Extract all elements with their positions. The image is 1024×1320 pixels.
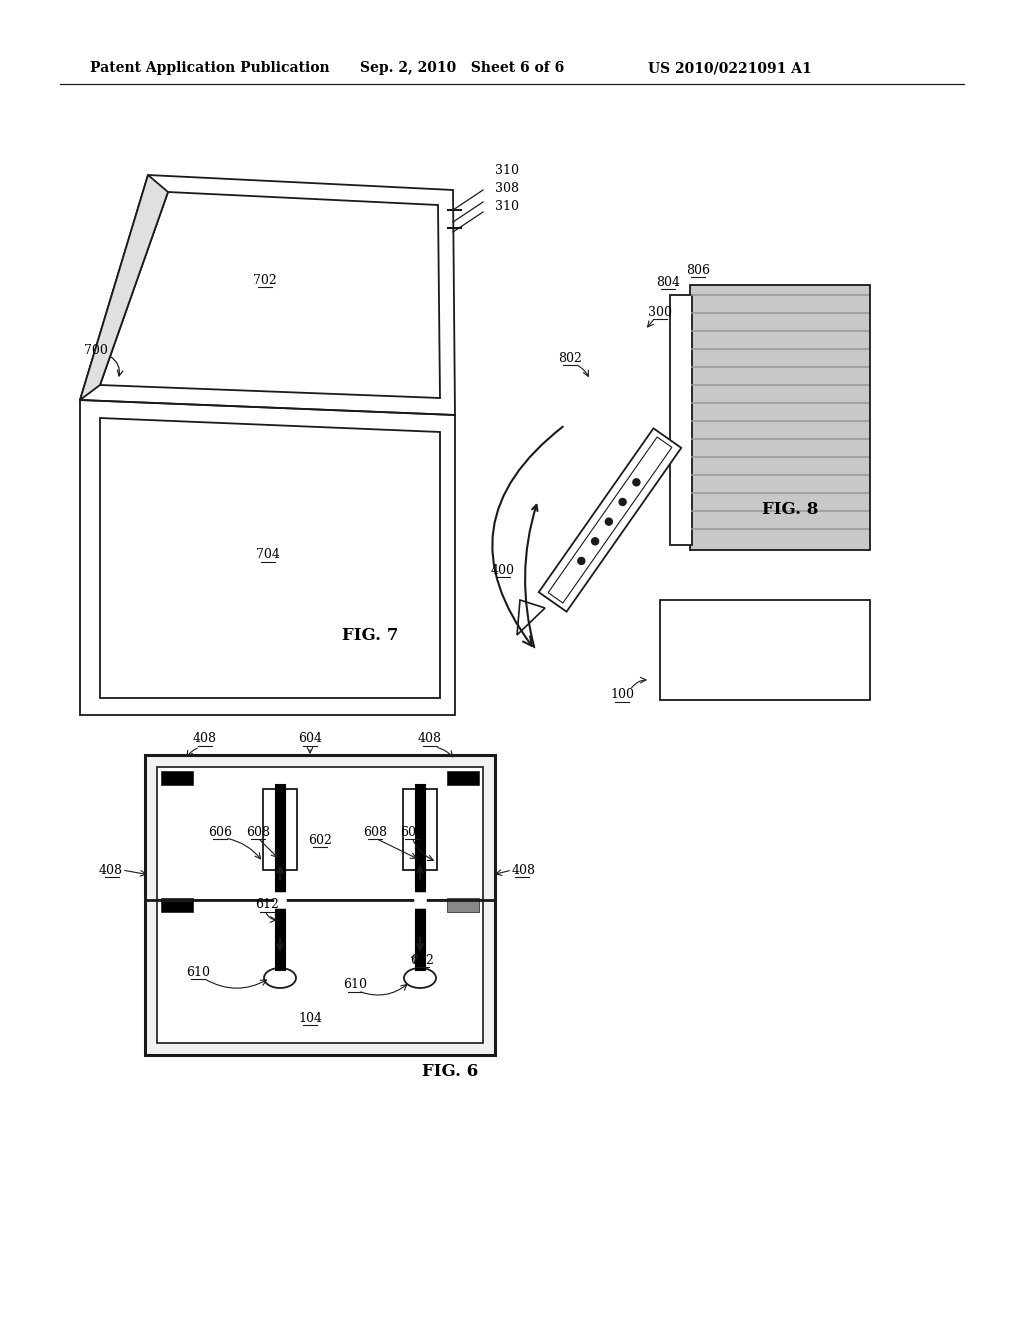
Text: Sep. 2, 2010   Sheet 6 of 6: Sep. 2, 2010 Sheet 6 of 6 <box>360 61 564 75</box>
Polygon shape <box>80 176 168 400</box>
Bar <box>670 294 692 545</box>
Text: 602: 602 <box>308 833 332 846</box>
Text: US 2010/0221091 A1: US 2010/0221091 A1 <box>648 61 812 75</box>
Bar <box>161 771 193 785</box>
Text: 300: 300 <box>648 305 672 318</box>
Text: 608: 608 <box>362 825 387 838</box>
Text: 610: 610 <box>343 978 367 991</box>
Bar <box>447 771 479 785</box>
Text: 308: 308 <box>495 181 519 194</box>
Text: 612: 612 <box>410 953 434 966</box>
Bar <box>660 601 870 700</box>
Bar <box>157 767 483 900</box>
Text: 612: 612 <box>255 899 279 912</box>
Text: 806: 806 <box>686 264 710 276</box>
Bar <box>447 898 479 912</box>
Bar <box>161 898 193 912</box>
Text: Patent Application Publication: Patent Application Publication <box>90 61 330 75</box>
Text: FIG. 8: FIG. 8 <box>762 502 818 519</box>
Text: 704: 704 <box>256 549 280 561</box>
Text: 606: 606 <box>400 825 424 838</box>
Text: 606: 606 <box>208 825 232 838</box>
Ellipse shape <box>404 968 436 987</box>
Text: 408: 408 <box>512 863 536 876</box>
Text: 100: 100 <box>610 689 634 701</box>
Circle shape <box>578 557 585 565</box>
Text: 608: 608 <box>246 825 270 838</box>
Text: 700: 700 <box>84 343 108 356</box>
Text: 408: 408 <box>99 863 123 876</box>
Text: 408: 408 <box>418 733 442 746</box>
Text: 400: 400 <box>490 564 515 577</box>
Bar <box>403 789 437 870</box>
Text: 104: 104 <box>298 1011 322 1024</box>
Circle shape <box>633 479 640 486</box>
Text: 310: 310 <box>495 201 519 214</box>
Bar <box>690 285 870 550</box>
Text: FIG. 6: FIG. 6 <box>422 1064 478 1081</box>
Ellipse shape <box>264 968 296 987</box>
Circle shape <box>620 499 626 506</box>
Text: 408: 408 <box>193 733 217 746</box>
Text: 702: 702 <box>253 273 276 286</box>
Text: 310: 310 <box>495 164 519 177</box>
Circle shape <box>605 519 612 525</box>
Text: 804: 804 <box>656 276 680 289</box>
FancyBboxPatch shape <box>145 755 495 1055</box>
Polygon shape <box>539 428 681 611</box>
Text: 604: 604 <box>298 733 322 746</box>
Bar <box>157 900 483 1043</box>
Text: FIG. 7: FIG. 7 <box>342 627 398 644</box>
Text: 610: 610 <box>186 965 210 978</box>
Circle shape <box>592 537 599 545</box>
Bar <box>263 789 297 870</box>
Text: 802: 802 <box>558 351 582 364</box>
